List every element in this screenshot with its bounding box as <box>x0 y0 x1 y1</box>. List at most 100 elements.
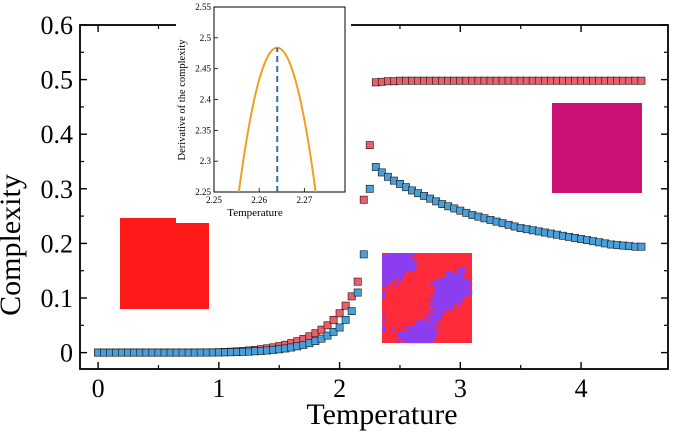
snapshot-cell <box>436 280 440 284</box>
data-point <box>341 315 350 324</box>
snapshot-cell <box>457 295 461 299</box>
snapshot-cell <box>394 268 398 272</box>
data-point <box>347 307 356 316</box>
snapshot-cell <box>445 292 449 296</box>
snapshot-cell <box>385 274 389 278</box>
snapshot-cell <box>412 259 416 263</box>
snapshot-cell <box>394 274 398 278</box>
snapshot-cell <box>457 289 461 293</box>
snapshot-cell <box>442 292 446 296</box>
snapshot-cell <box>457 271 461 275</box>
snapshot-cell <box>433 280 437 284</box>
snapshot-cell <box>448 289 452 293</box>
snapshot-cell <box>442 301 446 305</box>
snapshot-cell <box>433 304 437 308</box>
snapshot-cell <box>388 274 392 278</box>
inset-x-axis-title: Temperature <box>227 207 283 219</box>
snapshot-cell <box>415 334 419 338</box>
snapshot-cell <box>454 301 458 305</box>
snapshot-cell <box>436 319 440 323</box>
snapshot-cell <box>433 313 437 317</box>
inset-y-tick-label: 2.45 <box>195 64 211 74</box>
data-point <box>341 301 350 310</box>
snapshot-cell <box>460 292 464 296</box>
snapshot-cell <box>451 301 455 305</box>
snapshot-cell <box>442 310 446 314</box>
snapshot-cell <box>421 331 425 335</box>
snapshot-cell <box>436 313 440 317</box>
data-point <box>329 315 338 324</box>
snapshot-cell <box>409 268 413 272</box>
snapshot-cell <box>412 265 416 269</box>
snapshot-cell <box>433 322 437 326</box>
snapshot-cell <box>382 262 386 266</box>
snapshot-cell <box>421 334 425 338</box>
snapshot-cell <box>457 268 461 272</box>
snapshot-cell <box>430 337 434 341</box>
snapshot-cell <box>394 265 398 269</box>
y-axis-title: Complexity <box>0 174 27 316</box>
snapshot-cell <box>412 268 416 272</box>
main-plot-frame <box>79 24 669 370</box>
snapshot-cell <box>382 319 386 323</box>
snapshot-cell <box>421 325 425 329</box>
snapshot-cell <box>427 322 431 326</box>
snapshot-cell <box>412 253 416 257</box>
snapshot-cell <box>436 292 440 296</box>
snapshot-cell <box>445 289 449 293</box>
snapshot-cell <box>400 277 404 281</box>
snapshot-cell <box>451 286 455 290</box>
snapshot-cell <box>382 292 386 296</box>
snapshot-cell <box>427 337 431 341</box>
snapshot-cell <box>436 295 440 299</box>
snapshot-cell <box>382 295 386 299</box>
snapshot-cell <box>430 283 434 287</box>
snapshot-cell <box>397 253 401 257</box>
snapshot-cell <box>406 262 410 266</box>
snapshot-cell <box>397 271 401 275</box>
snapshot-cell <box>436 310 440 314</box>
snapshot-cell <box>463 289 467 293</box>
snapshot-cell <box>415 322 419 326</box>
snapshot-cell <box>439 307 443 311</box>
x-axis-title: Temperature <box>306 398 457 431</box>
snapshot-cell <box>391 256 395 260</box>
snapshot-cell <box>409 259 413 263</box>
main-axis-labels: Temperature Complexity <box>0 174 458 431</box>
snapshot-cell <box>427 340 431 344</box>
snapshot-cell <box>406 268 410 272</box>
snapshot-cell <box>406 340 410 344</box>
snapshot-cell <box>439 289 443 293</box>
snapshot-cell <box>418 331 422 335</box>
snapshot-cell <box>385 265 389 269</box>
snapshot-cell <box>457 286 461 290</box>
snapshot-cell <box>439 280 443 284</box>
data-point <box>329 327 338 336</box>
lattice-snapshots <box>120 103 642 344</box>
snapshot-cell <box>466 280 470 284</box>
snapshot-cell <box>451 307 455 311</box>
snapshot-cell <box>439 277 443 281</box>
snapshot-cell <box>409 262 413 266</box>
snapshot-cell <box>409 256 413 260</box>
snapshot-cell <box>427 325 431 329</box>
snapshot-cell <box>421 337 425 341</box>
snapshot-cell <box>430 334 434 338</box>
y-tick-label: 0.6 <box>41 11 74 40</box>
data-point <box>359 195 368 204</box>
snapshot-cell <box>385 262 389 266</box>
snapshot-cell <box>394 283 398 287</box>
snapshot-cell <box>424 319 428 323</box>
snapshot-cell <box>448 283 452 287</box>
snapshot-cell <box>385 271 389 275</box>
snapshot-cell <box>466 292 470 296</box>
snapshot-cell <box>394 259 398 263</box>
snapshot-cell <box>469 277 473 281</box>
snapshot-cell <box>430 319 434 323</box>
snapshot-cell <box>445 271 449 275</box>
snapshot-cell <box>430 322 434 326</box>
snapshot-cell <box>415 259 419 263</box>
snapshot-cell <box>451 295 455 299</box>
snapshot-cell <box>397 259 401 263</box>
snapshot-cell <box>388 256 392 260</box>
